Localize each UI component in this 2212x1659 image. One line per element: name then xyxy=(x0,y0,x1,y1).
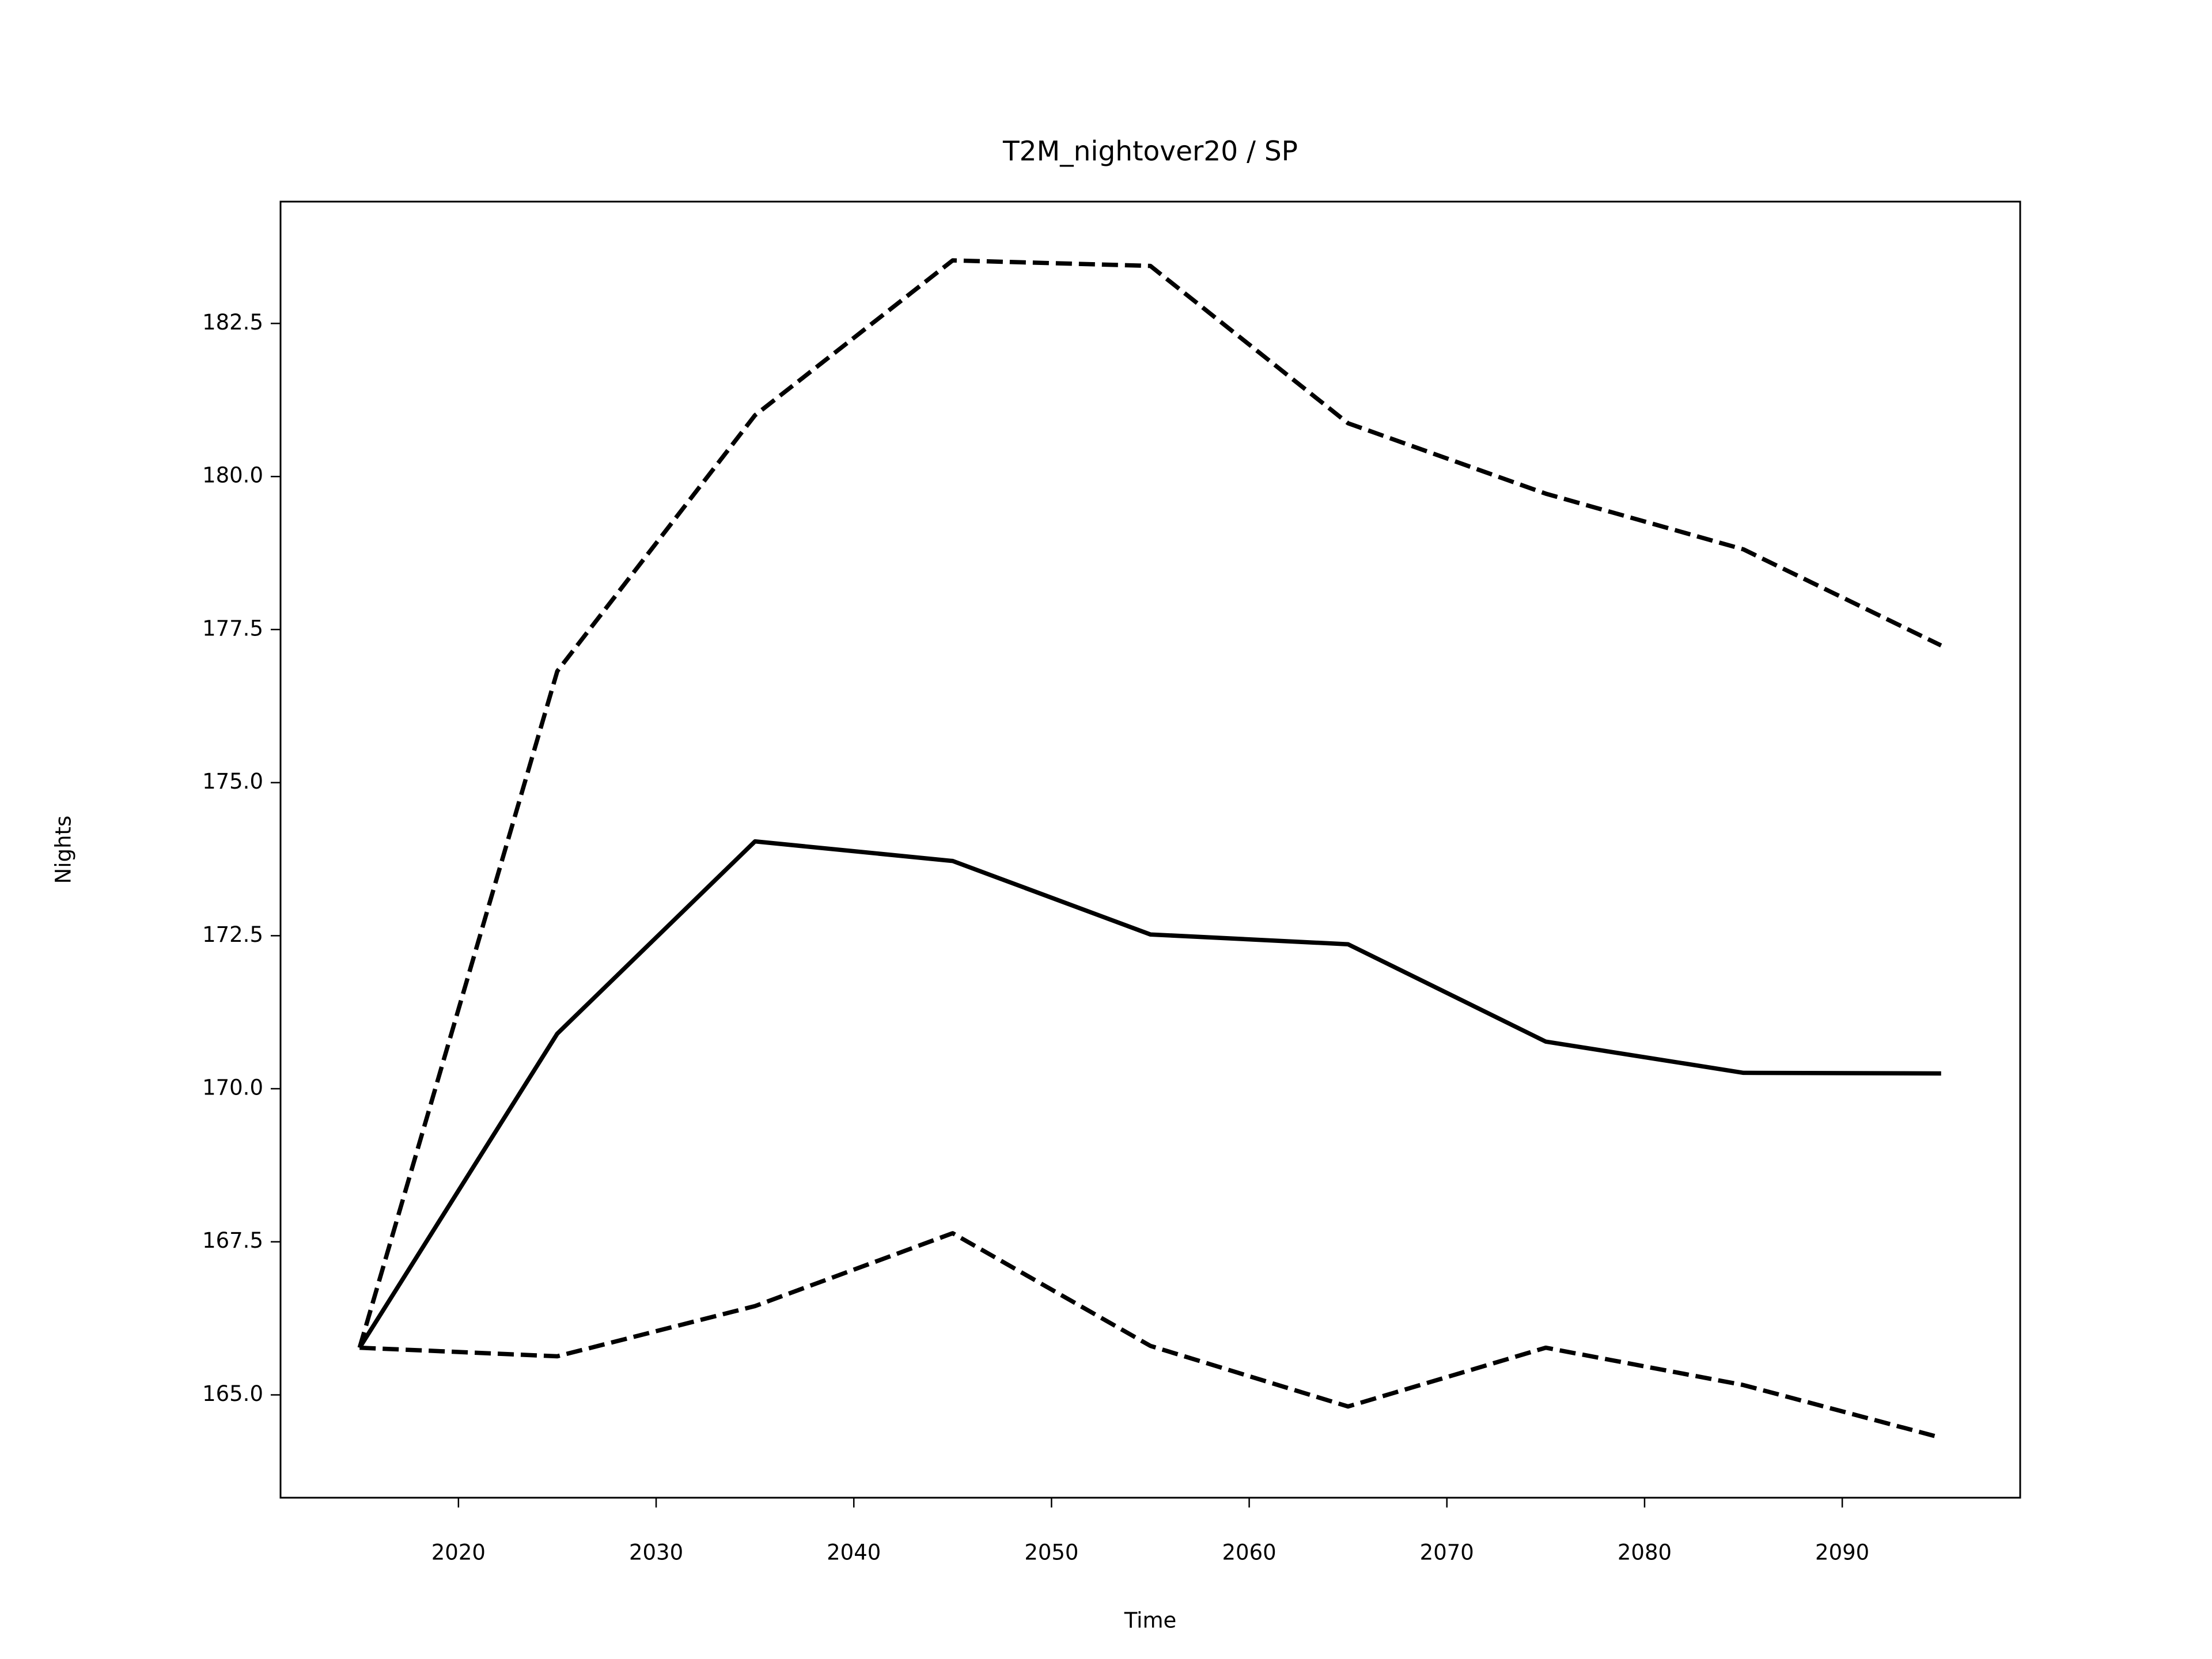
x-tick-label: 2030 xyxy=(629,1540,683,1565)
line-series xyxy=(359,1231,1942,1440)
y-tick-label: 170.0 xyxy=(202,1075,263,1100)
x-tick-label: 2090 xyxy=(1815,1540,1869,1565)
y-tick-label: 180.0 xyxy=(202,463,263,488)
y-tick-label: 175.0 xyxy=(202,769,263,794)
x-tick-label: 2070 xyxy=(1420,1540,1474,1565)
y-tick-label: 172.5 xyxy=(202,922,263,947)
x-tick-label: 2050 xyxy=(1024,1540,1078,1565)
y-tick-label: 165.0 xyxy=(202,1381,263,1406)
y-tick-label: 177.5 xyxy=(202,616,263,641)
y-tick-label: 182.5 xyxy=(202,310,263,335)
plot-frame xyxy=(279,200,2021,1499)
y-tick-label: 167.5 xyxy=(202,1228,263,1253)
x-tick-label: 2060 xyxy=(1222,1540,1277,1565)
line-series xyxy=(358,839,1941,1349)
chart-title: T2M_nightover20 / SP xyxy=(1002,136,1298,168)
line-series xyxy=(357,258,1942,1349)
y-axis-label: Nights xyxy=(51,816,76,884)
x-tick-label: 2080 xyxy=(1618,1540,1672,1565)
x-tick-label: 2020 xyxy=(431,1540,486,1565)
x-tick-label: 2040 xyxy=(827,1540,881,1565)
x-axis-label: Time xyxy=(1124,1608,1177,1633)
